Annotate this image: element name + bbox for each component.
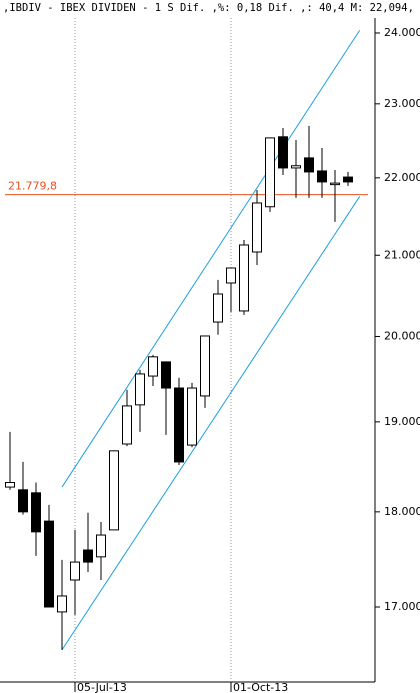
trendline bbox=[61, 196, 361, 651]
candle-body bbox=[213, 293, 223, 323]
y-tick-label: 22.000 bbox=[384, 171, 420, 184]
y-tick-label: 21.000 bbox=[384, 248, 420, 261]
x-tick-label: 01-Oct-13 bbox=[233, 681, 288, 693]
candle-body bbox=[343, 176, 353, 183]
candle-body bbox=[291, 165, 301, 169]
candle-body bbox=[109, 450, 119, 531]
candle-body bbox=[200, 335, 210, 397]
y-tick-label: 20.000 bbox=[384, 329, 420, 342]
trendline bbox=[61, 29, 361, 488]
candle-body bbox=[96, 534, 106, 558]
candle-body bbox=[174, 387, 184, 463]
candle-body bbox=[18, 489, 28, 513]
candle-body bbox=[265, 137, 275, 208]
candle-body bbox=[187, 387, 197, 446]
candle-body bbox=[57, 595, 67, 613]
y-tick-label: 19.000 bbox=[384, 415, 420, 428]
candle-body bbox=[148, 356, 158, 377]
x-tick-label: 05-Jul-13 bbox=[77, 681, 127, 693]
candle-body bbox=[226, 267, 236, 284]
candle-body bbox=[70, 561, 80, 581]
candle-body bbox=[239, 244, 249, 312]
y-tick-label: 17.000 bbox=[384, 600, 420, 613]
candle-body bbox=[304, 157, 314, 173]
y-tick-label: 24.000 bbox=[384, 26, 420, 39]
candle-body bbox=[317, 170, 327, 183]
candle-body bbox=[161, 361, 171, 389]
candle-body bbox=[252, 202, 262, 253]
candle-body bbox=[83, 549, 93, 563]
candle-body bbox=[330, 182, 340, 186]
chart-title: ‚IBDIV - IBEX DIVIDEN - 1 S Dif. ,%: 0,1… bbox=[3, 2, 414, 14]
y-tick-label: 23.000 bbox=[384, 97, 420, 110]
reference-label: 21.779,8 bbox=[8, 180, 57, 193]
candle-body bbox=[5, 482, 15, 488]
candle-body bbox=[31, 492, 41, 533]
y-tick-label: 18.000 bbox=[384, 505, 420, 518]
candle-body bbox=[122, 405, 132, 445]
candle-body bbox=[278, 136, 288, 169]
candle-body bbox=[44, 520, 54, 608]
candle-body bbox=[135, 373, 145, 406]
